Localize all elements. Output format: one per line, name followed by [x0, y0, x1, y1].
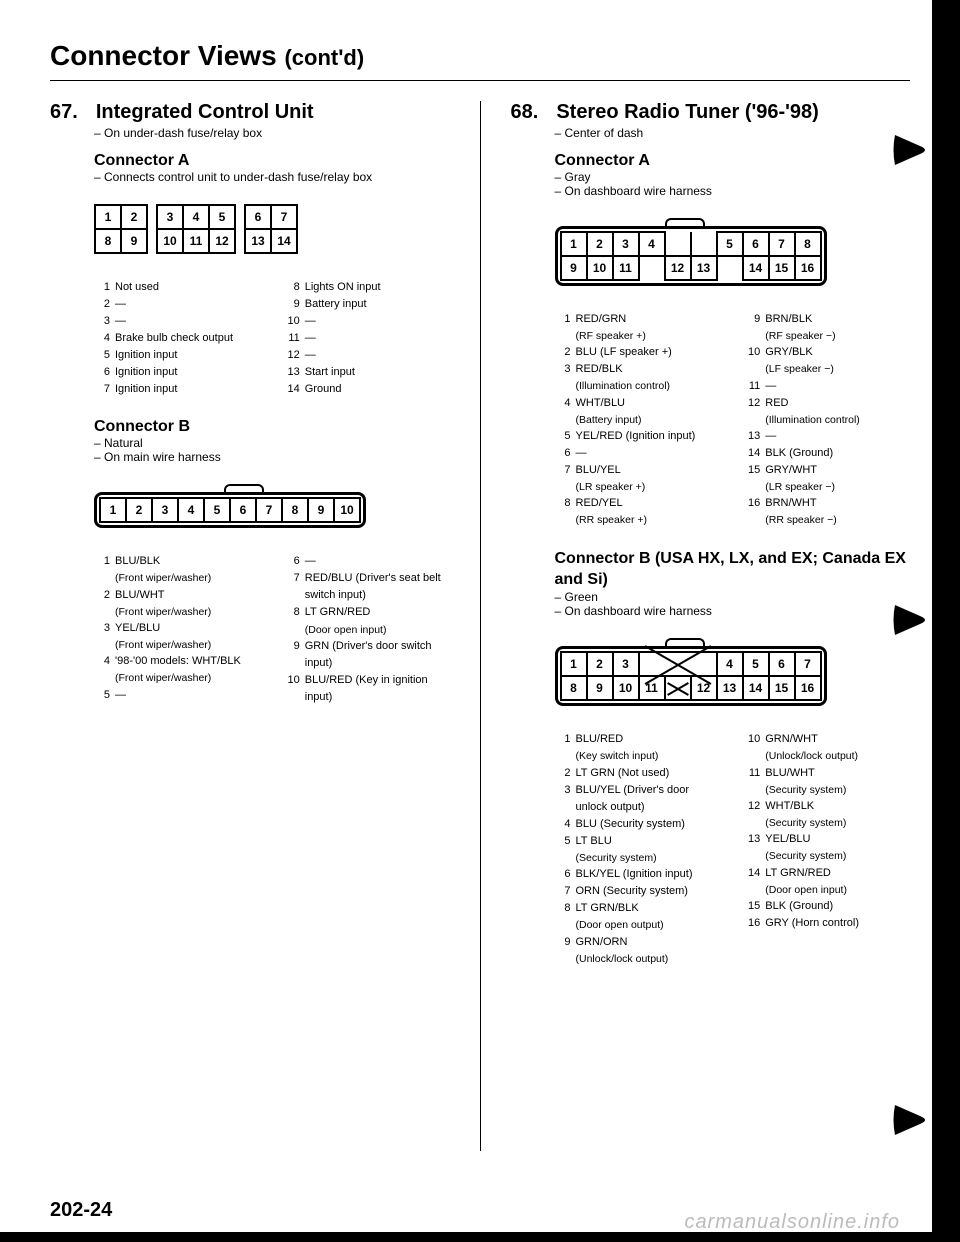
pin-row: 3BLU/YEL (Driver's door unlock output) — [555, 782, 721, 816]
r-conn-b-color: Green — [555, 590, 911, 604]
pin-row: 8Lights ON input — [284, 279, 450, 296]
pin-row: 12— — [284, 347, 450, 364]
pin-row: 6— — [284, 553, 450, 570]
pin-row: 5YEL/RED (Ignition input) — [555, 428, 721, 445]
pin-row: 9GRN (Driver's door switch input) — [284, 638, 450, 672]
pin-row: 10BLU/RED (Key in ignition input) — [284, 672, 450, 706]
pin-row: 3— — [94, 313, 260, 330]
r-conn-a-color: Gray — [555, 170, 911, 184]
pin-row: 13YEL/BLU — [744, 831, 910, 848]
pin-row: 7BLU/YEL — [555, 462, 721, 479]
pin-row: 3RED/BLK — [555, 361, 721, 378]
conn-b-pins: 1BLU/BLK(Front wiper/washer)2BLU/WHT(Fro… — [94, 553, 450, 706]
page: Connector Views (cont'd) 67. Integrated … — [0, 0, 960, 1242]
sec-num: 68. — [511, 101, 539, 124]
pin-row: 4WHT/BLU — [555, 395, 721, 412]
pin-row: 14LT GRN/RED — [744, 865, 910, 882]
pin-row: 16BRN/WHT — [744, 495, 910, 512]
pin-row: 10GRN/WHT — [744, 731, 910, 748]
pin-row: 7Ignition input — [94, 381, 260, 398]
pin-row: 9BRN/BLK — [744, 311, 910, 328]
r-conn-a-title: Connector A — [555, 152, 911, 170]
sec-title: Integrated Control Unit — [96, 101, 314, 124]
pin-row: 1Not used — [94, 279, 260, 296]
pin-row: 14Ground — [284, 381, 450, 398]
pin-row: 6BLK/YEL (Ignition input) — [555, 866, 721, 883]
pin-row: 12WHT/BLK — [744, 798, 910, 815]
pin-row: 5LT BLU — [555, 833, 721, 850]
r-conn-a-diagram: 1234 567891011 1213 141516 — [555, 218, 911, 291]
r-conn-a-pins: 1RED/GRN(RF speaker +)2BLU (LF speaker +… — [555, 311, 911, 529]
tab-arrow-icon — [890, 600, 930, 640]
bottom-bar — [0, 1232, 960, 1242]
page-number: 202-24 — [50, 1199, 112, 1222]
watermark: carmanualsonline.info — [684, 1211, 900, 1234]
pin-row: 3YEL/BLU — [94, 620, 260, 637]
pin-row: 7ORN (Security system) — [555, 883, 721, 900]
r-conn-b-pins: 1BLU/RED(Key switch input)2LT GRN (Not u… — [555, 731, 911, 967]
conn-b-diagram: 12345678910 — [94, 484, 450, 533]
pin-row: 11BLU/WHT — [744, 765, 910, 782]
columns: 67. Integrated Control Unit On under-das… — [50, 101, 910, 1151]
pin-row: 10GRY/BLK — [744, 344, 910, 361]
pin-row: 2LT GRN (Not used) — [555, 765, 721, 782]
section-head-67: 67. Integrated Control Unit — [50, 101, 450, 124]
pin-row: 4Brake bulb check output — [94, 330, 260, 347]
pin-row: 10— — [284, 313, 450, 330]
pin-row: 1BLU/RED — [555, 731, 721, 748]
pin-row: 15GRY/WHT — [744, 462, 910, 479]
conn-b-title: Connector B — [94, 418, 450, 436]
conn-b-color: Natural — [94, 436, 450, 450]
sec-location: Center of dash — [555, 126, 911, 140]
pin-row: 8LT GRN/BLK — [555, 900, 721, 917]
pin-row: 9Battery input — [284, 296, 450, 313]
conn-a-desc: Connects control unit to under-dash fuse… — [94, 170, 450, 184]
sec-title: Stereo Radio Tuner ('96-'98) — [556, 101, 819, 124]
pin-row: 6Ignition input — [94, 364, 260, 381]
tab-arrow-icon — [890, 130, 930, 170]
pin-row: 4'98-'00 models: WHT/BLK — [94, 653, 260, 670]
pin-row: 4BLU (Security system) — [555, 816, 721, 833]
pin-row: 15BLK (Ground) — [744, 898, 910, 915]
sec-location: On under-dash fuse/relay box — [94, 126, 450, 140]
title-contd: (cont'd) — [284, 45, 364, 70]
pin-row: 13— — [744, 428, 910, 445]
conn-a-diagram: 12 345 6789 101112 1314 — [94, 204, 450, 259]
pin-row: 16GRY (Horn control) — [744, 915, 910, 932]
pin-row: 2BLU (LF speaker +) — [555, 344, 721, 361]
sec-num: 67. — [50, 101, 78, 124]
pin-row: 5Ignition input — [94, 347, 260, 364]
pin-row: 1BLU/BLK — [94, 553, 260, 570]
pin-row: 2BLU/WHT — [94, 587, 260, 604]
pin-row: 5— — [94, 687, 260, 704]
page-title: Connector Views (cont'd) — [50, 40, 910, 72]
pin-row: 9GRN/ORN — [555, 934, 721, 951]
pin-row: 8RED/YEL — [555, 495, 721, 512]
r-conn-b-diagram: 12345678910111213141516 — [555, 638, 911, 711]
book-spine — [932, 0, 960, 1242]
pin-row: 7RED/BLU (Driver's seat belt switch inpu… — [284, 570, 450, 604]
section-head-68: 68. Stereo Radio Tuner ('96-'98) — [511, 101, 911, 124]
r-conn-b-loc: On dashboard wire harness — [555, 604, 911, 618]
pin-row: 13Start input — [284, 364, 450, 381]
pin-row: 12RED — [744, 395, 910, 412]
pin-row: 6— — [555, 445, 721, 462]
tab-arrow-icon — [890, 1100, 930, 1140]
pin-row: 11— — [284, 330, 450, 347]
conn-a-pins: 1Not used2—3—4Brake bulb check output5Ig… — [94, 279, 450, 398]
pin-row: 14BLK (Ground) — [744, 445, 910, 462]
conn-b-loc: On main wire harness — [94, 450, 450, 464]
right-column: 68. Stereo Radio Tuner ('96-'98) Center … — [511, 101, 911, 1151]
column-divider — [480, 101, 481, 1151]
conn-a-title: Connector A — [94, 152, 450, 170]
r-conn-a-loc: On dashboard wire harness — [555, 184, 911, 198]
title-rule — [50, 80, 910, 81]
r-conn-b-title: Connector B (USA HX, LX, and EX; Canada … — [555, 549, 911, 591]
pin-row: 11— — [744, 378, 910, 395]
title-main: Connector Views — [50, 40, 277, 71]
pin-row: 1RED/GRN — [555, 311, 721, 328]
left-column: 67. Integrated Control Unit On under-das… — [50, 101, 450, 1151]
pin-row: 2— — [94, 296, 260, 313]
pin-row: 8LT GRN/RED — [284, 604, 450, 621]
